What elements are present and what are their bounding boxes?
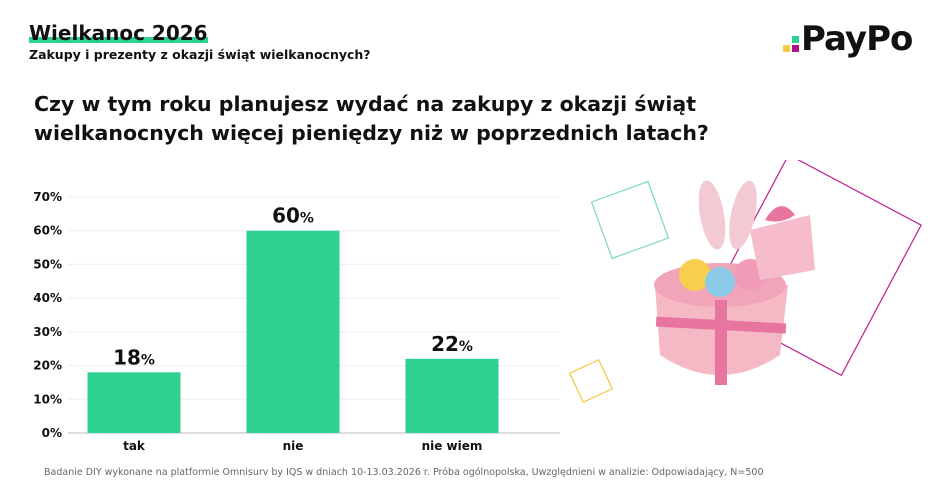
paypo-logo: PayPo [783, 22, 913, 56]
bar-tak [87, 372, 181, 433]
x-tick-label: tak [123, 439, 146, 453]
y-tick-label: 10% [33, 392, 62, 406]
y-tick-label: 70% [33, 190, 62, 204]
y-tick-label: 40% [33, 291, 62, 305]
report-title: Wielkanoc 2026 [29, 21, 208, 45]
bar-chart: 0% 10% 20% 30% 40% 50% 60% 70% 18% tak 60% nie 22% ni… [33, 190, 560, 453]
survey-question: Czy w tym roku planujesz wydać na zakupy… [34, 92, 709, 145]
logo-squares-icon [783, 36, 799, 52]
bar-nie [246, 230, 340, 433]
y-tick-label: 60% [33, 224, 62, 238]
report-subtitle: Zakupy i prezenty z okazji świąt wielkan… [29, 47, 371, 62]
y-tick-label: 50% [33, 257, 62, 271]
data-label: 22% [431, 332, 473, 356]
data-label: 18% [113, 345, 155, 369]
x-tick-label: nie [283, 439, 304, 453]
easter-gift-illustration [568, 160, 922, 404]
survey-footnote: Badanie DIY wykonane na platformie Omnis… [44, 467, 764, 478]
y-tick-label: 0% [42, 426, 62, 440]
y-tick-label: 30% [33, 325, 62, 339]
y-tick-label: 20% [33, 359, 62, 373]
x-tick-label: nie wiem [422, 439, 483, 453]
data-label: 60% [272, 204, 314, 228]
bar-nie-wiem [405, 358, 499, 433]
